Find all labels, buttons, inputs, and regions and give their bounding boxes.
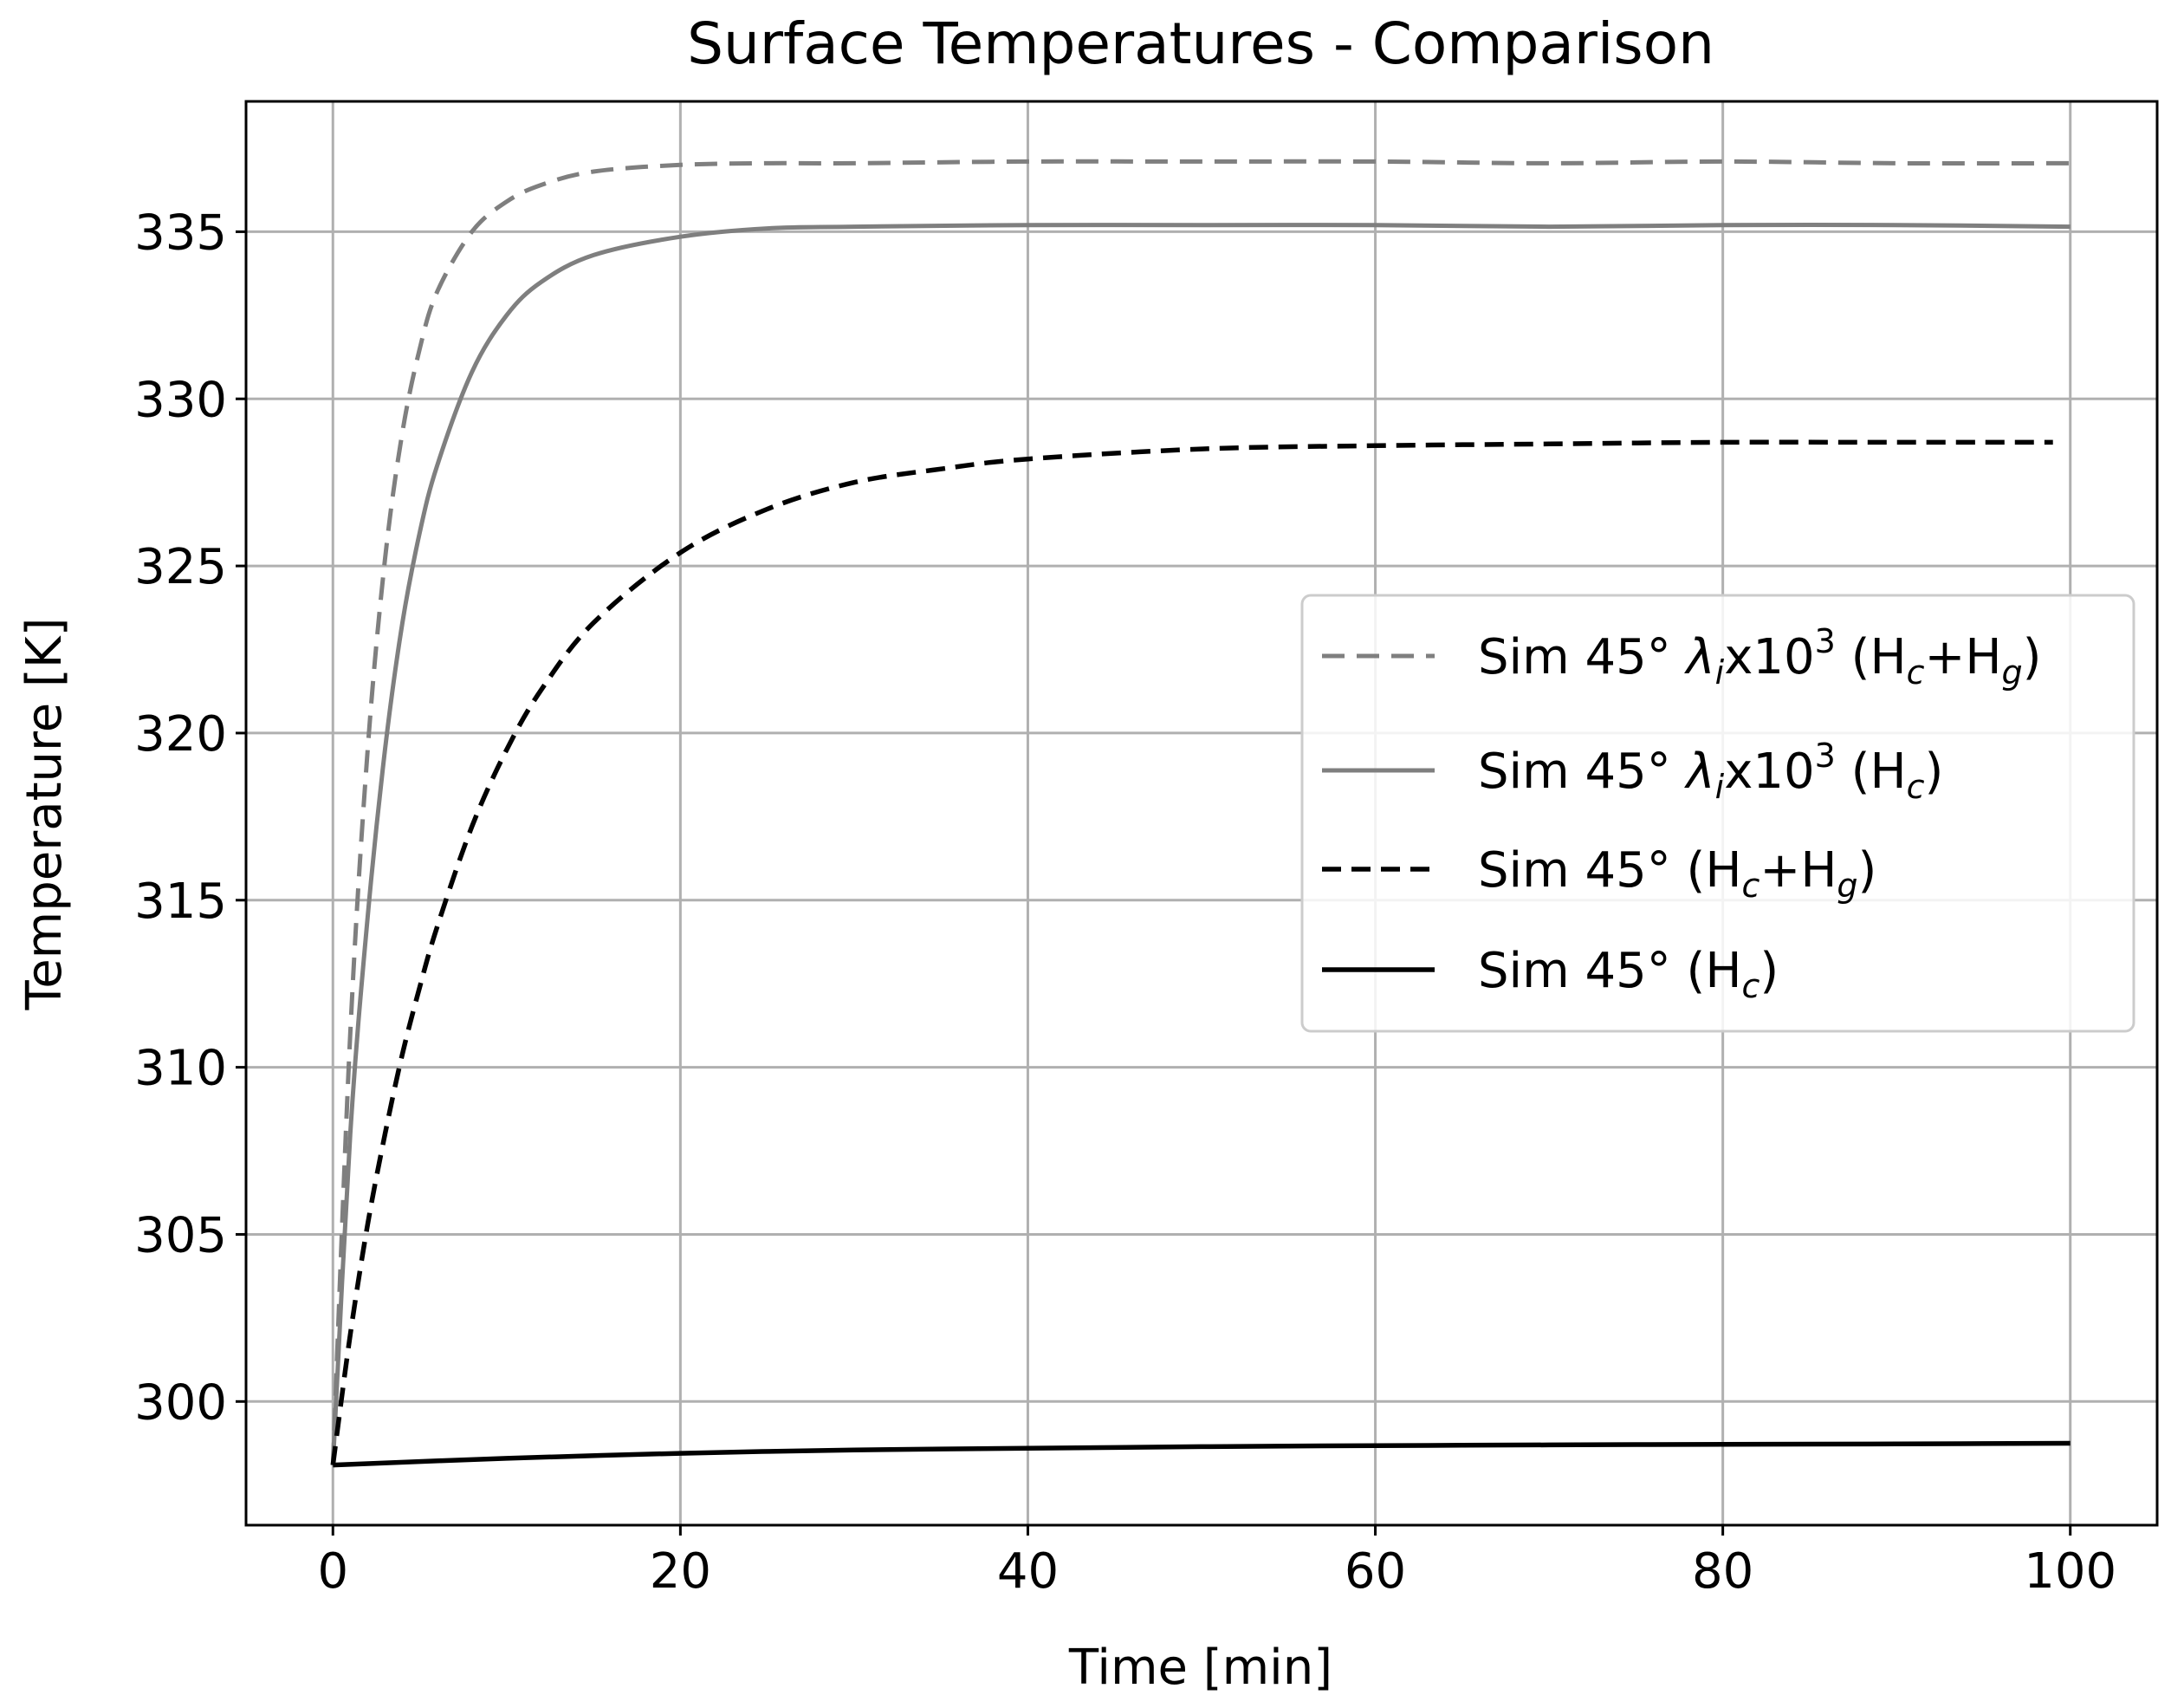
x-tick-label: 40 <box>997 1543 1059 1600</box>
plot-area-frame <box>244 100 2159 1527</box>
legend-label-1: Sim 45° λix103 (Hc+Hg) <box>1478 622 2042 692</box>
y-tick-label: 335 <box>134 205 227 261</box>
legend-text-part: ) <box>1760 943 1779 999</box>
legend-text-part: (H <box>1836 744 1907 800</box>
legend: Sim 45° λix103 (Hc+Hg)Sim 45° λix103 (Hc… <box>1300 594 2135 1033</box>
y-tick-label: 300 <box>134 1374 227 1431</box>
legend-text-part: Sim 45° <box>1478 744 1687 800</box>
x-tick-label: 20 <box>650 1543 711 1600</box>
legend-text-part: c <box>1741 867 1760 905</box>
legend-text-part: ) <box>2023 629 2042 685</box>
x-tick-label: 0 <box>317 1543 348 1600</box>
legend-text-part: x10 <box>1724 744 1814 800</box>
legend-text-part: λ <box>1684 744 1715 800</box>
legend-text-part: i <box>1715 768 1725 806</box>
legend-text-part: 3 <box>1815 737 1836 775</box>
y-tick-label: 320 <box>134 706 227 763</box>
legend-text-part: (H <box>1687 842 1742 899</box>
legend-text-part: Sim 45° <box>1478 943 1687 999</box>
legend-text-part: Sim 45° <box>1478 842 1687 899</box>
legend-text-part: g <box>2002 653 2023 692</box>
axis-ticks: 0 20 40 60 80 100 300 305 310 315 320 325 330 335 <box>134 205 2116 1600</box>
legend-label-3: Sim 45° (Hc+Hg) <box>1478 842 1876 905</box>
x-axis-label: Time [min] <box>1068 1640 1332 1696</box>
legend-text-part: i <box>1715 653 1725 692</box>
legend-label-2: Sim 45° λix103 (Hc) <box>1478 737 1943 806</box>
y-tick-label: 325 <box>134 539 227 595</box>
legend-text-part: g <box>1837 867 1857 905</box>
x-tick-label: 60 <box>1345 1543 1406 1600</box>
legend-box <box>1300 594 2135 1033</box>
y-tick-label: 315 <box>134 873 227 930</box>
series-group <box>330 159 2071 1468</box>
x-tick-label: 80 <box>1692 1543 1753 1600</box>
series-line-4 <box>333 1440 2071 1468</box>
legend-text-part: c <box>1741 967 1760 1005</box>
y-tick-label: 330 <box>134 372 227 428</box>
legend-text-part: x10 <box>1724 629 1814 685</box>
legend-text-part: 3 <box>1815 622 1836 660</box>
legend-text-part: Sim 45° <box>1478 629 1687 685</box>
legend-text-part: λ <box>1684 629 1715 685</box>
legend-text-part: (H <box>1836 629 1907 685</box>
legend-text-part: c <box>1907 768 1925 806</box>
legend-text-part: +H <box>1760 842 1837 899</box>
legend-label-4: Sim 45° (Hc) <box>1478 943 1779 1005</box>
y-tick-label: 310 <box>134 1041 227 1097</box>
series-line-2 <box>330 222 2071 1465</box>
y-axis-label: Temperature [K] <box>16 618 73 1011</box>
x-tick-label: 100 <box>2024 1543 2116 1600</box>
legend-text-part: (H <box>1687 943 1742 999</box>
legend-text-part: ) <box>1924 744 1943 800</box>
series-line-3 <box>330 439 2053 1465</box>
legend-text-part: c <box>1907 653 1925 692</box>
legend-text-part: +H <box>1924 629 2001 685</box>
series-line-1 <box>330 159 2071 1465</box>
chart-title: Surface Temperatures - Comparison <box>687 10 1714 77</box>
y-tick-label: 305 <box>134 1207 227 1263</box>
legend-text-part: ) <box>1858 842 1877 899</box>
